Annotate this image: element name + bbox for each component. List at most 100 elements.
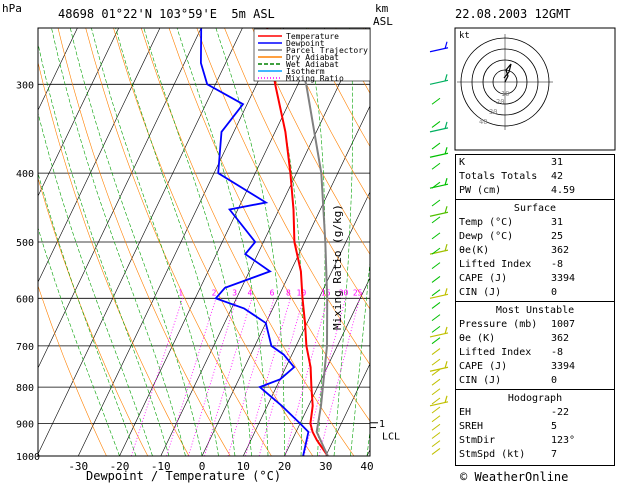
wind-barb xyxy=(431,314,441,322)
hodograph-trace xyxy=(503,63,512,83)
legend-entry: Parcel Trajectory xyxy=(286,46,368,55)
wind-barb xyxy=(431,406,441,414)
pressure-tick-500: 500 xyxy=(16,238,34,249)
station-lon: 103°59'E xyxy=(159,7,217,21)
mixing-ratio-line xyxy=(318,298,361,456)
stat-spd: StmSpd (kt) 7 xyxy=(459,449,558,460)
hodograph-ring-label: 10 xyxy=(501,90,509,98)
mixing-ratio-label: 6 xyxy=(270,288,275,297)
wind-barb-flag xyxy=(444,206,448,214)
isotherm xyxy=(242,191,370,456)
mixing-ratio-label: 8 xyxy=(286,288,291,297)
dry-adiabat xyxy=(85,28,272,456)
wind-barb xyxy=(431,216,441,224)
stats-table: K 31 Totals Totals 42 PW (cm) 4.59 Surface … xyxy=(455,154,615,466)
wind-barb xyxy=(431,388,441,396)
wind-barb xyxy=(431,423,441,431)
mixing-ratio-label: 15 xyxy=(321,288,331,297)
mixing-ratio-line xyxy=(284,298,329,456)
wind-barb xyxy=(431,142,441,150)
x-tick-10: 10 xyxy=(237,460,250,473)
legend-box xyxy=(253,28,371,82)
km-label: km xyxy=(375,2,389,15)
wind-barb-flag xyxy=(444,361,448,369)
wet-adiabat xyxy=(38,111,153,456)
x-axis-label: Dewpoint / Temperature (°C) xyxy=(86,469,282,483)
dry-adiabat xyxy=(140,28,355,456)
x-tick-0: 0 xyxy=(199,460,206,473)
surface-title: Surface xyxy=(513,203,557,214)
stat-dewp: Dewp (°C) 25 xyxy=(459,231,564,242)
wet-adiabat xyxy=(51,28,186,456)
stat-eh: EH -22 xyxy=(459,407,570,418)
stat-mu-cin: CIN (J) 0 xyxy=(459,375,558,386)
dry-adiabat xyxy=(38,285,107,456)
isotherm xyxy=(38,28,161,283)
isotherm xyxy=(284,277,370,456)
mixing-ratio-label: 25 xyxy=(353,288,363,297)
lcl-label: LCL xyxy=(382,432,400,443)
x-tick-20: 20 xyxy=(278,460,291,473)
pressure-tick-1000: 1000 xyxy=(16,452,40,463)
hodograph-ring-label: 30 xyxy=(489,108,497,116)
isotherm xyxy=(38,28,78,111)
stat-mu-cape: CAPE (J) 3394 xyxy=(459,361,576,372)
dry-adiabat xyxy=(57,28,231,456)
hodograph-frame xyxy=(454,27,616,151)
mixing-ratio-label: 4 xyxy=(247,288,252,297)
stat-mu-li: Lifted Index -8 xyxy=(459,347,564,358)
wet-adiabat xyxy=(215,28,285,456)
stat-mu-theta: θe (K) 362 xyxy=(459,333,570,344)
wind-barb xyxy=(431,121,441,128)
isotherm xyxy=(325,363,370,456)
series-dewpoint xyxy=(199,28,310,456)
mixing-ratio-label: 1 xyxy=(178,288,183,297)
isotherm xyxy=(77,28,284,456)
legend-entry: Isotherm xyxy=(286,67,325,76)
mixing-ratio-label: 20 xyxy=(339,288,349,297)
wind-barb-flag xyxy=(444,74,448,82)
isotherm xyxy=(38,28,243,455)
wet-adiabat xyxy=(38,172,137,456)
dry-adiabat xyxy=(252,28,370,255)
isotherm xyxy=(201,105,370,456)
pressure-tick-900: 900 xyxy=(16,419,34,430)
series-parcel-trajectory xyxy=(296,51,329,456)
pressure-tick-300: 300 xyxy=(16,80,34,91)
mixing-ratio-line xyxy=(188,298,238,456)
mixing-ratio-line xyxy=(303,298,346,456)
stat-pw: PW (cm) 4.59 xyxy=(459,185,576,196)
dry-adiabat xyxy=(38,177,149,456)
stat-theta: θe(K) 362 xyxy=(459,245,570,256)
wind-barb xyxy=(431,247,441,255)
wet-adiabat xyxy=(350,258,370,456)
dry-adiabat xyxy=(38,61,190,456)
wind-barb-flag xyxy=(444,326,448,335)
mixing-ratio-axis-label: Mixing Ratio (g/kg) xyxy=(331,204,344,330)
legend-entry: Wet Adiabat xyxy=(286,60,339,69)
hodograph-unit: kt xyxy=(459,31,470,41)
hpa-label: hPa xyxy=(2,2,22,15)
wind-barb xyxy=(431,337,441,345)
pressure-tick-700: 700 xyxy=(16,342,34,353)
wet-adiabat xyxy=(143,28,252,456)
stat-mu-p: Pressure (mb) 1007 xyxy=(459,319,576,330)
x-tick-40: 40 xyxy=(360,460,373,473)
legend-entry: Dewpoint xyxy=(286,39,325,48)
isotherm xyxy=(160,28,367,456)
pressure-tick-600: 600 xyxy=(16,294,34,305)
x-tick--20: -20 xyxy=(110,460,130,473)
hodograph-ring-label: 20 xyxy=(496,98,504,106)
stat-dir: StmDir 123° xyxy=(459,435,576,446)
wind-barb xyxy=(431,325,441,333)
stat-tt: Totals Totals 42 xyxy=(459,171,564,182)
wind-barb-flag xyxy=(444,243,448,252)
wind-barb xyxy=(431,199,441,207)
wind-barbs xyxy=(429,41,449,455)
mixing-ratio-line xyxy=(204,298,253,456)
isotherm xyxy=(119,28,326,456)
wind-barb xyxy=(431,397,441,405)
